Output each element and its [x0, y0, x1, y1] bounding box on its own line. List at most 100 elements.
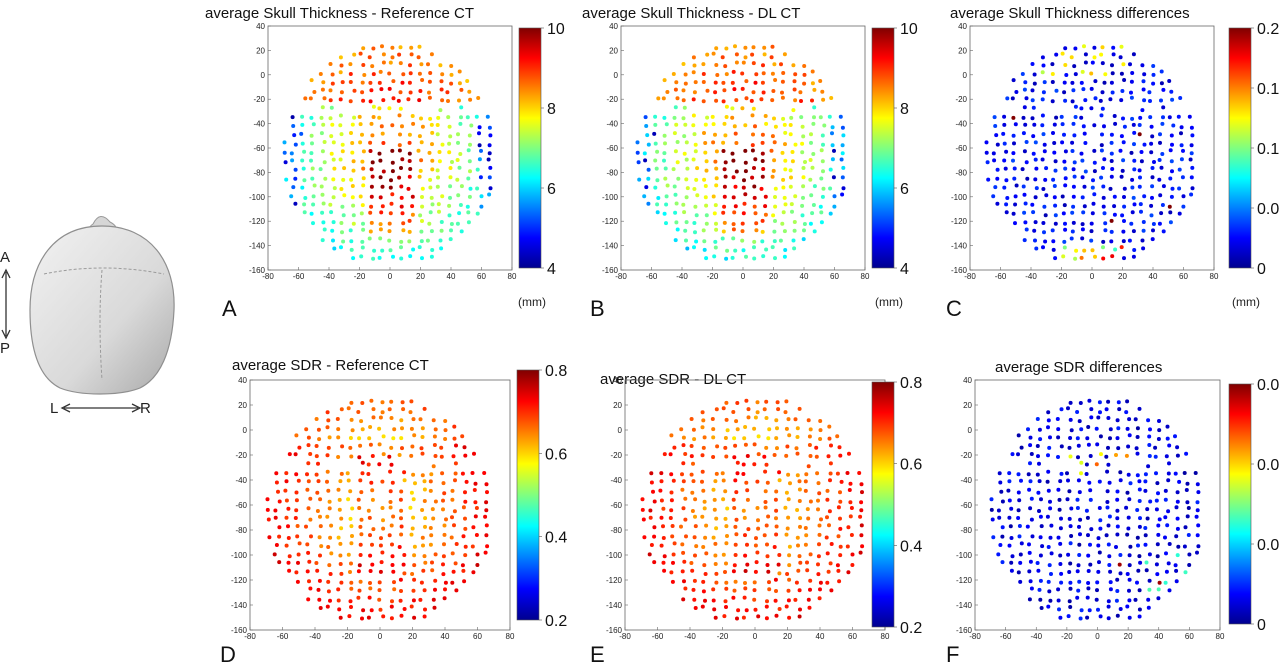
- scatter-point: [430, 167, 435, 172]
- scatter-point: [329, 523, 334, 528]
- scatter-point: [1193, 471, 1198, 475]
- right-label: R: [140, 400, 151, 417]
- scatter-point: [455, 177, 460, 182]
- scatter-point: [1105, 505, 1110, 510]
- scatter-point: [459, 184, 464, 189]
- x-tick-label: -80: [969, 632, 981, 641]
- scatter-point: [741, 472, 746, 476]
- x-tick-label: -60: [646, 272, 658, 281]
- scatter-point: [784, 399, 789, 404]
- scatter-point: [284, 515, 289, 520]
- scatter-point: [444, 517, 448, 522]
- scatter-point: [1096, 536, 1101, 541]
- panel-D: average SDR - Reference CT-80 -60 -40 -20 0 2…: [220, 357, 567, 666]
- scatter-point: [448, 195, 452, 200]
- scatter-point: [683, 517, 688, 522]
- scatter-point: [787, 433, 792, 438]
- scatter-point: [1166, 561, 1171, 566]
- scatter-point: [402, 607, 407, 611]
- scatter-point: [1150, 195, 1154, 200]
- scatter-point: [679, 524, 683, 529]
- scatter-point: [360, 460, 365, 465]
- scatter-point: [305, 472, 309, 477]
- scatter-point: [723, 516, 728, 521]
- scatter-point: [467, 194, 472, 199]
- scatter-point: [349, 247, 354, 252]
- scatter-point: [407, 159, 412, 163]
- scatter-point: [652, 131, 657, 136]
- scatter-point: [818, 204, 823, 209]
- scatter-point: [371, 115, 376, 119]
- scatter-point: [840, 151, 845, 156]
- scatter-point: [369, 88, 374, 93]
- scatter-point: [370, 562, 375, 567]
- scatter-point: [750, 143, 755, 148]
- scatter-point: [675, 227, 680, 232]
- scatter-point: [1106, 399, 1111, 404]
- scatter-point: [379, 124, 384, 129]
- scatter-point: [1011, 158, 1015, 163]
- scatter-point: [848, 481, 853, 486]
- scatter-point: [681, 116, 686, 121]
- scatter-point: [1133, 417, 1138, 422]
- scatter-point: [1040, 113, 1045, 118]
- scatter-point: [419, 239, 424, 244]
- scatter-point: [1121, 158, 1126, 163]
- scatter-point: [774, 524, 779, 529]
- scatter-point: [293, 452, 298, 457]
- scatter-point: [466, 176, 471, 181]
- scatter-point: [723, 160, 728, 165]
- scatter-point: [484, 500, 489, 505]
- scatter-point: [306, 550, 311, 555]
- scatter-point: [1159, 165, 1164, 170]
- scatter-point: [1042, 230, 1046, 235]
- scatter-point: [764, 445, 769, 450]
- scatter-point: [713, 553, 718, 558]
- scatter-point: [357, 455, 362, 460]
- scatter-point: [773, 256, 777, 261]
- scatter-point: [665, 90, 670, 94]
- scatter-point: [1054, 115, 1059, 120]
- scatter-point: [407, 174, 412, 179]
- scatter-point: [463, 544, 468, 549]
- scatter-point: [296, 560, 300, 565]
- scatter-point: [348, 516, 353, 521]
- scatter-point: [1150, 166, 1155, 170]
- scatter-point: [339, 187, 344, 191]
- scatter-point: [743, 148, 748, 153]
- scatter-point: [380, 400, 385, 405]
- scatter-point: [468, 186, 473, 191]
- scatter-point: [1094, 426, 1099, 431]
- scatter-point: [756, 452, 761, 457]
- scatter-point: [722, 204, 727, 209]
- y-tick-label: -60: [955, 144, 967, 153]
- scatter-point: [1140, 63, 1145, 68]
- x-tick-label: 20: [783, 632, 792, 641]
- scatter-point: [308, 586, 313, 591]
- scatter-point: [763, 194, 768, 199]
- scatter-point: [1137, 524, 1142, 529]
- scatter-point: [300, 141, 305, 146]
- scatter-point: [700, 514, 705, 519]
- scatter-point: [683, 586, 688, 591]
- scatter-point: [351, 256, 356, 261]
- x-tick-label: -20: [707, 272, 719, 281]
- scatter-point: [452, 523, 456, 528]
- scatter-point: [671, 478, 676, 483]
- scatter-point: [1086, 553, 1091, 558]
- scatter-point: [1149, 213, 1154, 218]
- scatter-point: [774, 516, 778, 521]
- scatter-point: [797, 554, 802, 559]
- scatter-point: [471, 570, 476, 575]
- scatter-point: [695, 193, 700, 198]
- scatter-point: [636, 160, 641, 165]
- scatter-point: [446, 115, 451, 120]
- scatter-point: [380, 44, 384, 49]
- scatter-point: [291, 124, 296, 128]
- scatter-point: [643, 115, 648, 120]
- scatter-point: [450, 160, 454, 164]
- scatter-point: [713, 80, 718, 85]
- scatter-point: [815, 471, 820, 476]
- scatter-point: [673, 149, 678, 154]
- scatter-point: [438, 238, 443, 243]
